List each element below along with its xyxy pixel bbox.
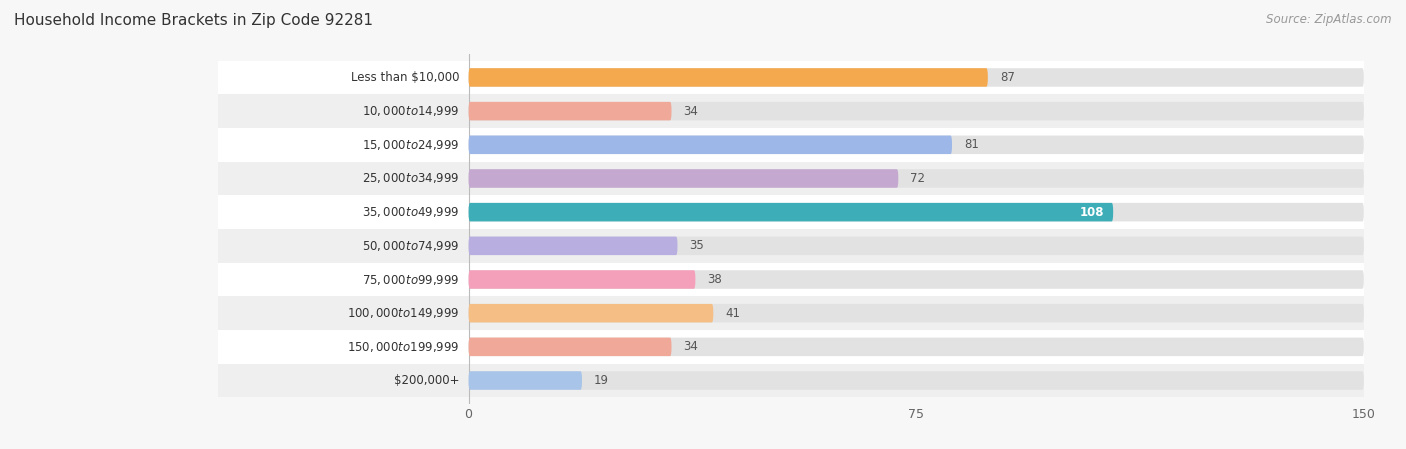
FancyBboxPatch shape [468,102,1364,120]
FancyBboxPatch shape [468,371,582,390]
Text: 41: 41 [725,307,740,320]
FancyBboxPatch shape [468,371,1364,390]
Text: 108: 108 [1080,206,1104,219]
Text: 35: 35 [689,239,704,252]
Bar [218,94,1364,128]
Text: $15,000 to $24,999: $15,000 to $24,999 [363,138,460,152]
Bar [218,128,1364,162]
Text: 34: 34 [683,105,699,118]
FancyBboxPatch shape [468,136,1364,154]
FancyBboxPatch shape [468,304,1364,322]
FancyBboxPatch shape [468,136,952,154]
Text: 72: 72 [910,172,925,185]
Text: Less than $10,000: Less than $10,000 [352,71,460,84]
FancyBboxPatch shape [468,203,1114,221]
Text: 19: 19 [593,374,609,387]
FancyBboxPatch shape [468,102,672,120]
Text: $10,000 to $14,999: $10,000 to $14,999 [363,104,460,118]
FancyBboxPatch shape [468,203,1364,221]
Text: $200,000+: $200,000+ [394,374,460,387]
Bar [218,61,1364,94]
Text: 38: 38 [707,273,723,286]
FancyBboxPatch shape [468,68,1364,87]
Text: $25,000 to $34,999: $25,000 to $34,999 [363,172,460,185]
Text: 87: 87 [1000,71,1015,84]
Bar [218,330,1364,364]
FancyBboxPatch shape [468,169,1364,188]
Bar [218,162,1364,195]
FancyBboxPatch shape [468,304,713,322]
FancyBboxPatch shape [468,270,1364,289]
Bar [218,364,1364,397]
Bar [218,263,1364,296]
Text: 34: 34 [683,340,699,353]
FancyBboxPatch shape [468,237,678,255]
Text: $100,000 to $149,999: $100,000 to $149,999 [347,306,460,320]
Text: $50,000 to $74,999: $50,000 to $74,999 [363,239,460,253]
Bar [218,195,1364,229]
Text: 81: 81 [965,138,979,151]
FancyBboxPatch shape [468,68,988,87]
FancyBboxPatch shape [468,237,1364,255]
Text: $75,000 to $99,999: $75,000 to $99,999 [363,273,460,286]
Bar [218,229,1364,263]
Text: Source: ZipAtlas.com: Source: ZipAtlas.com [1267,13,1392,26]
Text: $150,000 to $199,999: $150,000 to $199,999 [347,340,460,354]
Text: Household Income Brackets in Zip Code 92281: Household Income Brackets in Zip Code 92… [14,13,373,28]
FancyBboxPatch shape [468,169,898,188]
FancyBboxPatch shape [468,270,696,289]
FancyBboxPatch shape [468,338,672,356]
Bar [218,296,1364,330]
Text: $35,000 to $49,999: $35,000 to $49,999 [363,205,460,219]
FancyBboxPatch shape [468,338,1364,356]
